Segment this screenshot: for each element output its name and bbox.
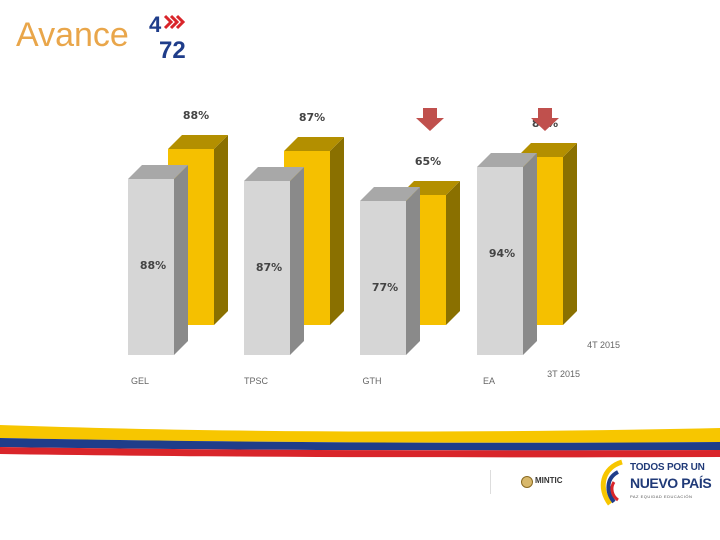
stripe-yellow — [0, 425, 720, 443]
label-gth-4t: 65% — [415, 155, 441, 168]
bar-ea-3t-side — [523, 153, 537, 355]
mintic-label: MINTIC — [535, 476, 563, 485]
gov-logo: TODOS POR UN NUEVO PAÍS PAZ EQUIDAD EDUC… — [596, 456, 714, 510]
category-label-gel: GEL — [131, 376, 149, 386]
slide-title: Avance — [16, 16, 129, 54]
down-arrow-icon-ea — [531, 108, 559, 131]
logo-digit-top: 4 — [149, 12, 162, 37]
bars-group — [128, 135, 577, 355]
bar-tpsc-3t-front — [244, 181, 290, 355]
bar-tpsc-3t-top — [244, 167, 304, 181]
stripe-blue — [0, 438, 720, 451]
bar-gel-3t-top — [128, 165, 188, 179]
legend-item-3t: 3T 2015 — [547, 369, 580, 379]
bar-tpsc-3t — [244, 167, 304, 355]
category-labels-group: GEL TPSC GTH EA — [131, 376, 495, 386]
bar-ea-4t-side — [563, 143, 577, 325]
decrease-indicators-group — [416, 108, 559, 131]
bar-ea-3t — [477, 153, 537, 355]
bar-gth-4t-side — [446, 181, 460, 325]
gov-swoosh-icon — [600, 459, 623, 506]
label-gel-4t: 88% — [183, 109, 209, 122]
bar-ea-3t-front — [477, 167, 523, 355]
gov-slogan-line2: NUEVO PAÍS — [630, 475, 712, 491]
bar-tpsc-4t-side — [330, 137, 344, 325]
bar-gth-3t-side — [406, 187, 420, 355]
stripe-red — [0, 447, 720, 458]
bar-ea-3t-top — [477, 153, 537, 167]
label-gth-3t: 77% — [372, 281, 398, 294]
category-label-tpsc: TPSC — [244, 376, 269, 386]
label-tpsc-3t: 87% — [256, 261, 282, 274]
down-arrow-icon-gth — [416, 108, 444, 131]
brand-logo-472: 4 72 — [145, 8, 201, 62]
gov-slogan-line3: PAZ EQUIDAD EDUCACIÓN — [630, 494, 693, 499]
bar-tpsc-3t-side — [290, 167, 304, 355]
label-ea-3t: 94% — [489, 247, 515, 260]
legend-item-4t: 4T 2015 — [587, 340, 620, 350]
bar-tpsc-4t-top — [284, 137, 344, 151]
bar-gel-3t — [128, 165, 188, 355]
logo-digits-bottom: 72 — [159, 37, 186, 62]
label-tpsc-4t: 87% — [299, 111, 325, 124]
label-gel-3t: 88% — [140, 259, 166, 272]
bar-gel-4t-top — [168, 135, 228, 149]
gov-slogan-line1: TODOS POR UN — [630, 462, 705, 473]
bar-gth-3t-top — [360, 187, 420, 201]
seal-icon — [521, 476, 533, 488]
legend-group: 4T 2015 3T 2015 — [547, 340, 620, 379]
bar-gel-3t-front — [128, 179, 174, 355]
bar-gth-3t-front — [360, 201, 406, 355]
category-label-gth: GTH — [363, 376, 382, 386]
bar-gel-3t-side — [174, 165, 188, 355]
flag-stripe-decoration — [0, 425, 720, 458]
mintic-logo: MINTIC — [490, 470, 581, 494]
bar-gth-3t — [360, 187, 420, 355]
category-label-ea: EA — [483, 376, 495, 386]
bar-gel-4t-side — [214, 135, 228, 325]
